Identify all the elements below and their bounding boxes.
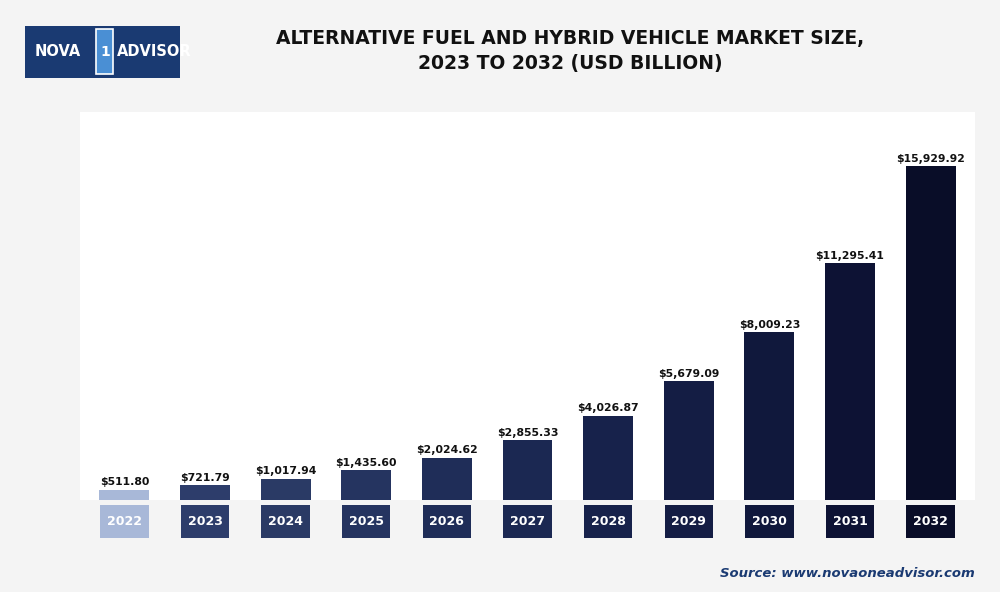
Bar [744, 332, 794, 500]
Text: 2032: 2032 [913, 515, 948, 528]
FancyBboxPatch shape [906, 504, 955, 539]
Text: 2023: 2023 [188, 515, 222, 528]
FancyBboxPatch shape [25, 26, 180, 78]
FancyBboxPatch shape [96, 30, 113, 74]
Text: $721.79: $721.79 [180, 472, 230, 482]
Text: $2,024.62: $2,024.62 [416, 445, 478, 455]
FancyBboxPatch shape [100, 504, 149, 539]
Text: 2029: 2029 [671, 515, 706, 528]
Bar [99, 490, 149, 500]
Bar [583, 416, 633, 500]
Text: $1,435.60: $1,435.60 [335, 458, 397, 468]
FancyBboxPatch shape [181, 504, 229, 539]
Text: $8,009.23: $8,009.23 [739, 320, 800, 330]
Text: Source: www.novaoneadvisor.com: Source: www.novaoneadvisor.com [720, 567, 975, 580]
Text: ADVISOR: ADVISOR [116, 44, 191, 59]
Bar [503, 440, 552, 500]
Text: 2026: 2026 [429, 515, 464, 528]
Text: $15,929.92: $15,929.92 [896, 154, 965, 164]
Bar [341, 470, 391, 500]
Text: $5,679.09: $5,679.09 [658, 369, 719, 379]
Text: 1: 1 [100, 45, 110, 59]
Text: 2028: 2028 [591, 515, 626, 528]
FancyBboxPatch shape [665, 504, 713, 539]
Text: 2022: 2022 [107, 515, 142, 528]
Text: $2,855.33: $2,855.33 [497, 428, 558, 438]
FancyBboxPatch shape [423, 504, 471, 539]
Bar [261, 479, 311, 500]
Text: $511.80: $511.80 [100, 477, 149, 487]
Bar [664, 381, 714, 500]
Bar [180, 485, 230, 500]
Text: 2031: 2031 [833, 515, 867, 528]
Text: $11,295.41: $11,295.41 [816, 251, 884, 261]
FancyBboxPatch shape [584, 504, 632, 539]
FancyBboxPatch shape [745, 504, 794, 539]
Bar [906, 166, 956, 500]
Text: $4,026.87: $4,026.87 [577, 403, 639, 413]
Text: 2024: 2024 [268, 515, 303, 528]
Text: 2027: 2027 [510, 515, 545, 528]
Text: 2030: 2030 [752, 515, 787, 528]
FancyBboxPatch shape [342, 504, 390, 539]
Text: ALTERNATIVE FUEL AND HYBRID VEHICLE MARKET SIZE,
2023 TO 2032 (USD BILLION): ALTERNATIVE FUEL AND HYBRID VEHICLE MARK… [276, 28, 864, 73]
Text: NOVA: NOVA [34, 44, 81, 59]
Bar [422, 458, 472, 500]
FancyBboxPatch shape [826, 504, 874, 539]
FancyBboxPatch shape [261, 504, 310, 539]
Text: $1,017.94: $1,017.94 [255, 466, 316, 477]
Bar [825, 263, 875, 500]
FancyBboxPatch shape [503, 504, 552, 539]
Text: 2025: 2025 [349, 515, 384, 528]
